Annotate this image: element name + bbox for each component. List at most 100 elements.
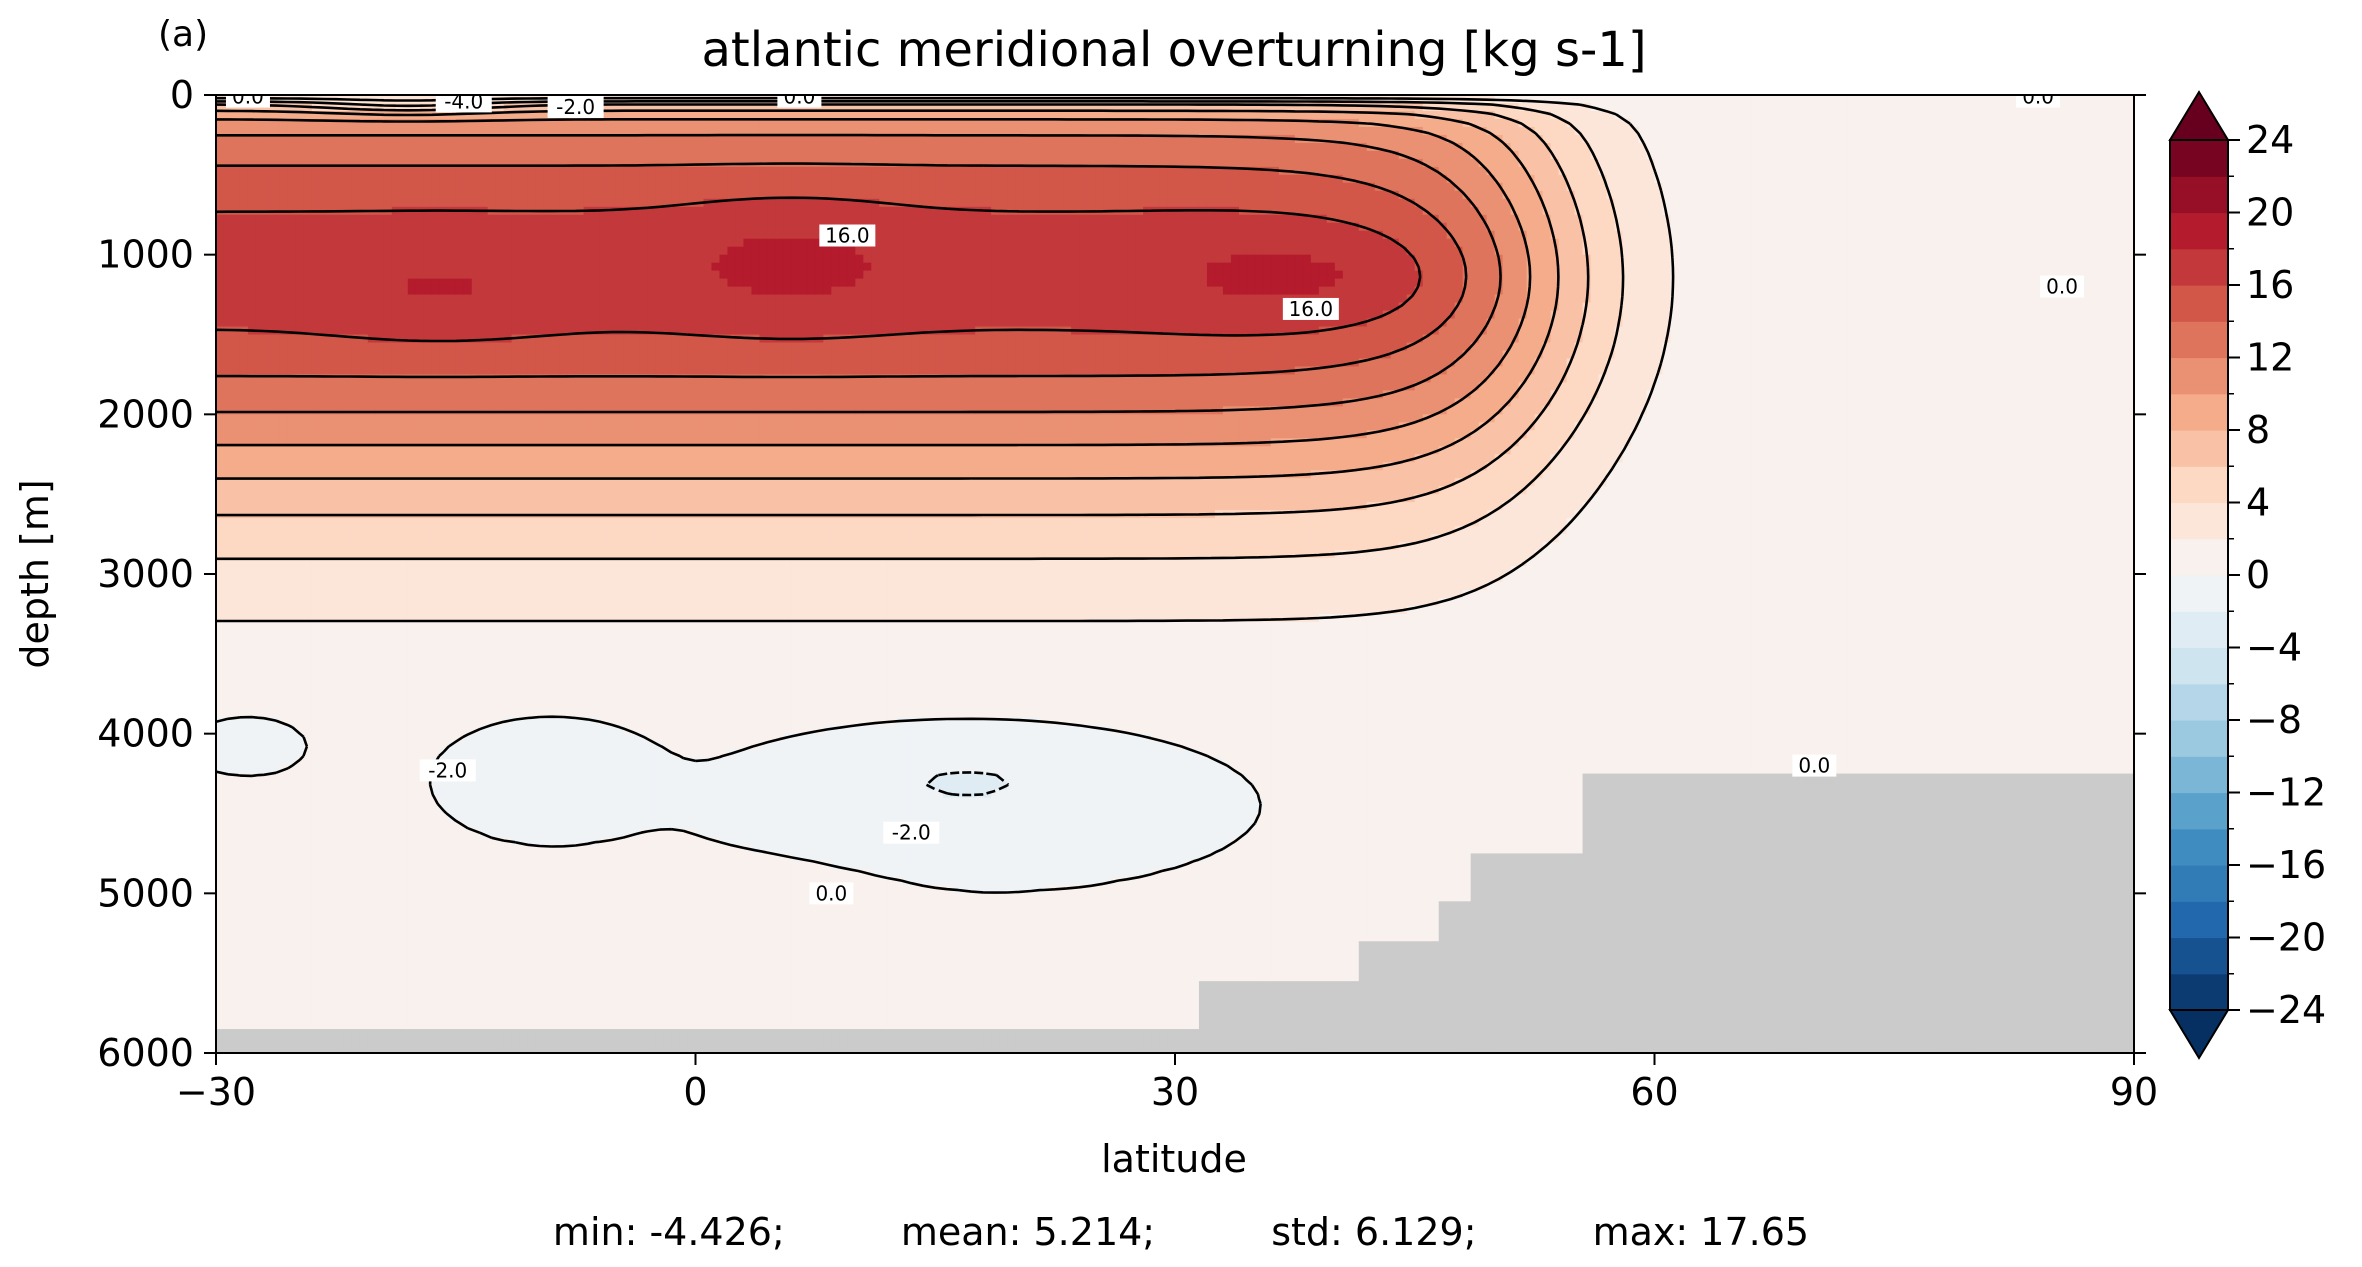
- field-cell: [471, 118, 481, 136]
- field-cell: [1374, 318, 1384, 360]
- field-cell: [951, 414, 961, 448]
- field-cell: [511, 166, 521, 216]
- field-cell: [927, 118, 937, 136]
- field-cell: [583, 334, 593, 376]
- field-cell: [439, 558, 449, 623]
- field-cell: [911, 1029, 921, 1053]
- field-cell: [1702, 95, 1712, 775]
- field-cell: [1007, 446, 1016, 479]
- field-cell: [439, 749, 449, 815]
- field-cell: [855, 558, 865, 623]
- field-cell: [1007, 717, 1016, 895]
- field-cell: [439, 166, 449, 208]
- field-cell: [1446, 110, 1456, 120]
- field-cell: [695, 1029, 705, 1053]
- contour-line: [216, 196, 1422, 343]
- field-cell: [1007, 893, 1016, 1030]
- field-cell: [1270, 166, 1280, 216]
- field-cell: [1063, 414, 1072, 448]
- field-cell: [1127, 558, 1136, 623]
- field-cell: [1342, 182, 1352, 224]
- field-cell: [879, 110, 889, 120]
- field-cell: [1278, 621, 1288, 982]
- field-cell: [1095, 446, 1104, 479]
- field-cell: [231, 326, 241, 376]
- field-cell: [231, 446, 241, 479]
- field-cell: [1071, 725, 1080, 887]
- field-cell: [1502, 574, 1512, 855]
- field-cell: [1318, 470, 1328, 511]
- colorbar-segment: [2170, 248, 2228, 286]
- field-cell: [1063, 214, 1072, 328]
- field-cell: [1198, 981, 1208, 1053]
- field-cell: [1942, 773, 1951, 1053]
- field-cell: [871, 1029, 881, 1053]
- field-cell: [1063, 110, 1072, 120]
- field-cell: [1119, 518, 1128, 559]
- field-cell: [1198, 757, 1208, 863]
- field-cell: [807, 518, 817, 559]
- field-cell: [1526, 430, 1536, 487]
- field-cell: [975, 558, 984, 623]
- field-cell: [1694, 773, 1704, 1053]
- field-cell: [823, 861, 833, 1030]
- field-cell: [1302, 102, 1312, 112]
- field-cell: [223, 118, 233, 136]
- field-cell: [1590, 110, 1600, 160]
- field-cell: [799, 238, 809, 296]
- field-cell: [1534, 358, 1544, 416]
- field-cell: [455, 134, 465, 168]
- field-cell: [1310, 110, 1320, 120]
- field-cell: [1222, 334, 1232, 376]
- field-cell: [879, 166, 889, 208]
- field-cell: [1222, 110, 1232, 120]
- field-cell: [247, 446, 257, 479]
- field-cell: [1358, 470, 1368, 511]
- field-cell: [647, 1029, 657, 1053]
- field-cell: [495, 446, 505, 479]
- field-cell: [487, 725, 497, 839]
- field-cell: [1103, 558, 1112, 623]
- field-cell: [551, 845, 561, 1030]
- field-cell: [775, 741, 785, 855]
- field-cell: [1143, 414, 1152, 448]
- field-cell: [439, 374, 449, 416]
- field-cell: [911, 885, 921, 1030]
- field-cell: [271, 621, 281, 719]
- field-cell: [1302, 174, 1312, 216]
- field-cell: [1494, 102, 1504, 120]
- field-cell: [719, 102, 729, 112]
- field-cell: [895, 621, 905, 719]
- field-cell: [375, 518, 385, 559]
- field-cell: [1135, 110, 1144, 120]
- field-cell: [1294, 142, 1304, 176]
- field-cell: [863, 270, 873, 336]
- field-cell: [1262, 374, 1272, 408]
- field-cell: [1350, 981, 1360, 1053]
- field-cell: [687, 478, 697, 519]
- field-cell: [527, 102, 537, 112]
- field-cell: [399, 621, 409, 1030]
- field-cell: [1190, 1029, 1200, 1053]
- field-cell: [1175, 869, 1184, 1030]
- contour-label: -2.0: [428, 758, 467, 782]
- field-cell: [639, 102, 649, 112]
- field-cell: [607, 110, 617, 120]
- field-cell: [471, 829, 481, 1030]
- field-cell: [623, 166, 633, 208]
- field-cell: [271, 558, 281, 623]
- field-cell: [847, 446, 857, 479]
- colorbar-tick-label: −16: [2246, 843, 2326, 887]
- field-cell: [1063, 1029, 1072, 1053]
- field-cell: [471, 110, 481, 120]
- field-cell: [991, 118, 1000, 136]
- field-cell: [216, 118, 225, 136]
- field-cell: [679, 134, 689, 168]
- field-cell: [983, 558, 992, 623]
- field-cell: [527, 478, 537, 519]
- field-cell: [1318, 326, 1328, 368]
- field-cell: [431, 278, 441, 296]
- field-cell: [1278, 406, 1288, 440]
- field-cell: [687, 414, 697, 448]
- field-cell: [767, 294, 777, 344]
